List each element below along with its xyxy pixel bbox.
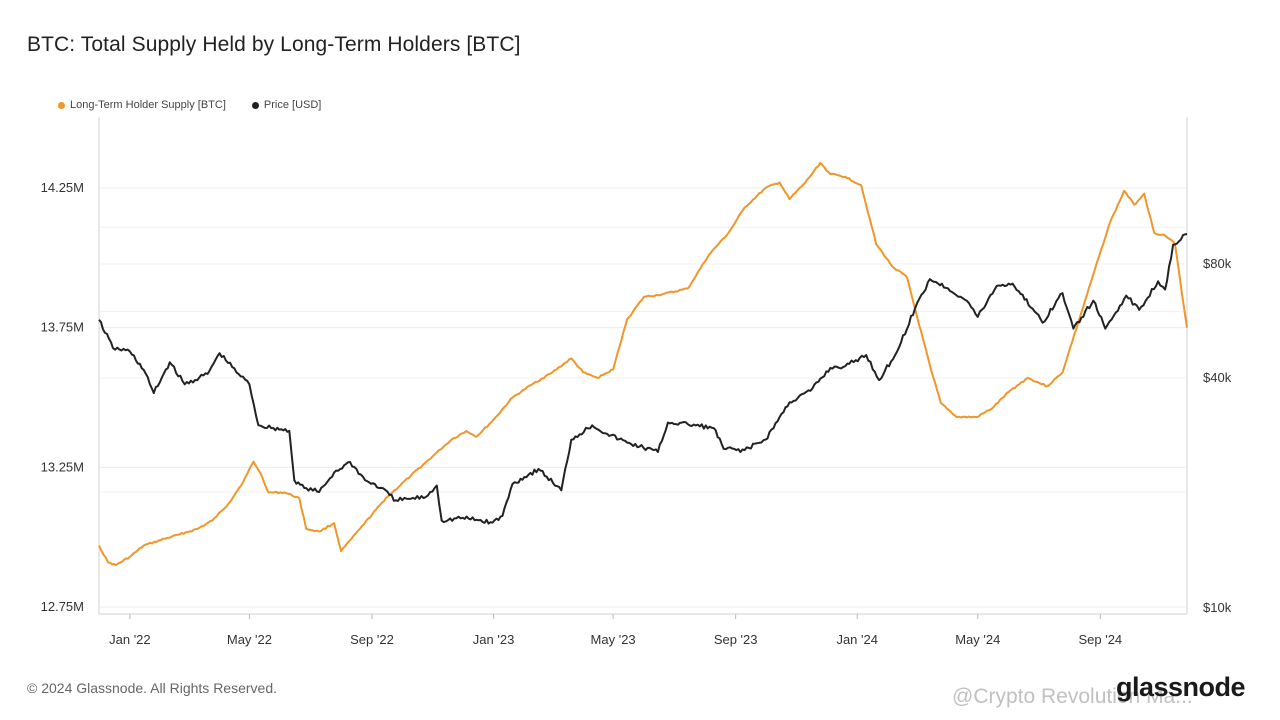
x-tick-label: Jan '22 xyxy=(109,632,151,647)
brand-logo: glassnode xyxy=(1116,672,1246,702)
x-axis: Jan '22 May '22 Sep '22 Jan '23 May '23 Sep '… xyxy=(109,614,1122,647)
chart-grid xyxy=(98,117,1188,615)
legend-item-price[interactable]: Price [USD] xyxy=(251,99,322,111)
legend-dot-price xyxy=(251,101,259,109)
x-tick-label: Sep '22 xyxy=(350,632,394,647)
y-right-tick-label: $40k xyxy=(1203,370,1232,385)
x-tick-label: Sep '23 xyxy=(714,632,758,647)
watermark-text: @Crypto Revolution Ma... xyxy=(952,685,1193,708)
x-tick-label: Jan '23 xyxy=(473,632,515,647)
series-line-price xyxy=(98,233,1188,525)
y-left-tick-label: 13.75M xyxy=(41,320,84,335)
legend-label-price: Price [USD] xyxy=(263,99,322,111)
y-axis-left: 14.25M 13.75M 13.25M 12.75M xyxy=(41,180,84,614)
chart-title: BTC: Total Supply Held by Long-Term Hold… xyxy=(27,33,521,56)
series-layer xyxy=(98,161,1188,567)
chart-legend: Long-Term Holder Supply [BTC] Price [USD… xyxy=(58,99,321,111)
x-tick-label: May '24 xyxy=(955,632,1000,647)
series-line-lth-supply xyxy=(98,161,1188,567)
legend-label-lth-supply: Long-Term Holder Supply [BTC] xyxy=(70,99,226,111)
y-left-tick-label: 14.25M xyxy=(41,180,84,195)
y-right-tick-label: $10k xyxy=(1203,600,1232,615)
copyright-text: © 2024 Glassnode. All Rights Reserved. xyxy=(27,680,278,696)
y-left-tick-label: 12.75M xyxy=(41,599,84,614)
y-axis-right: $80k $40k $10k xyxy=(1203,256,1232,615)
x-tick-label: Sep '24 xyxy=(1078,632,1122,647)
x-tick-label: May '23 xyxy=(591,632,636,647)
y-left-tick-label: 13.25M xyxy=(41,459,84,474)
y-right-tick-label: $80k xyxy=(1203,256,1232,271)
chart-canvas[interactable]: Jan '22 May '22 Sep '22 Jan '23 May '23 Sep '… xyxy=(0,0,1280,660)
x-tick-label: Jan '24 xyxy=(836,632,878,647)
x-tick-label: May '22 xyxy=(227,632,272,647)
legend-item-lth-supply[interactable]: Long-Term Holder Supply [BTC] xyxy=(58,99,226,111)
legend-dot-lth-supply xyxy=(58,101,65,109)
